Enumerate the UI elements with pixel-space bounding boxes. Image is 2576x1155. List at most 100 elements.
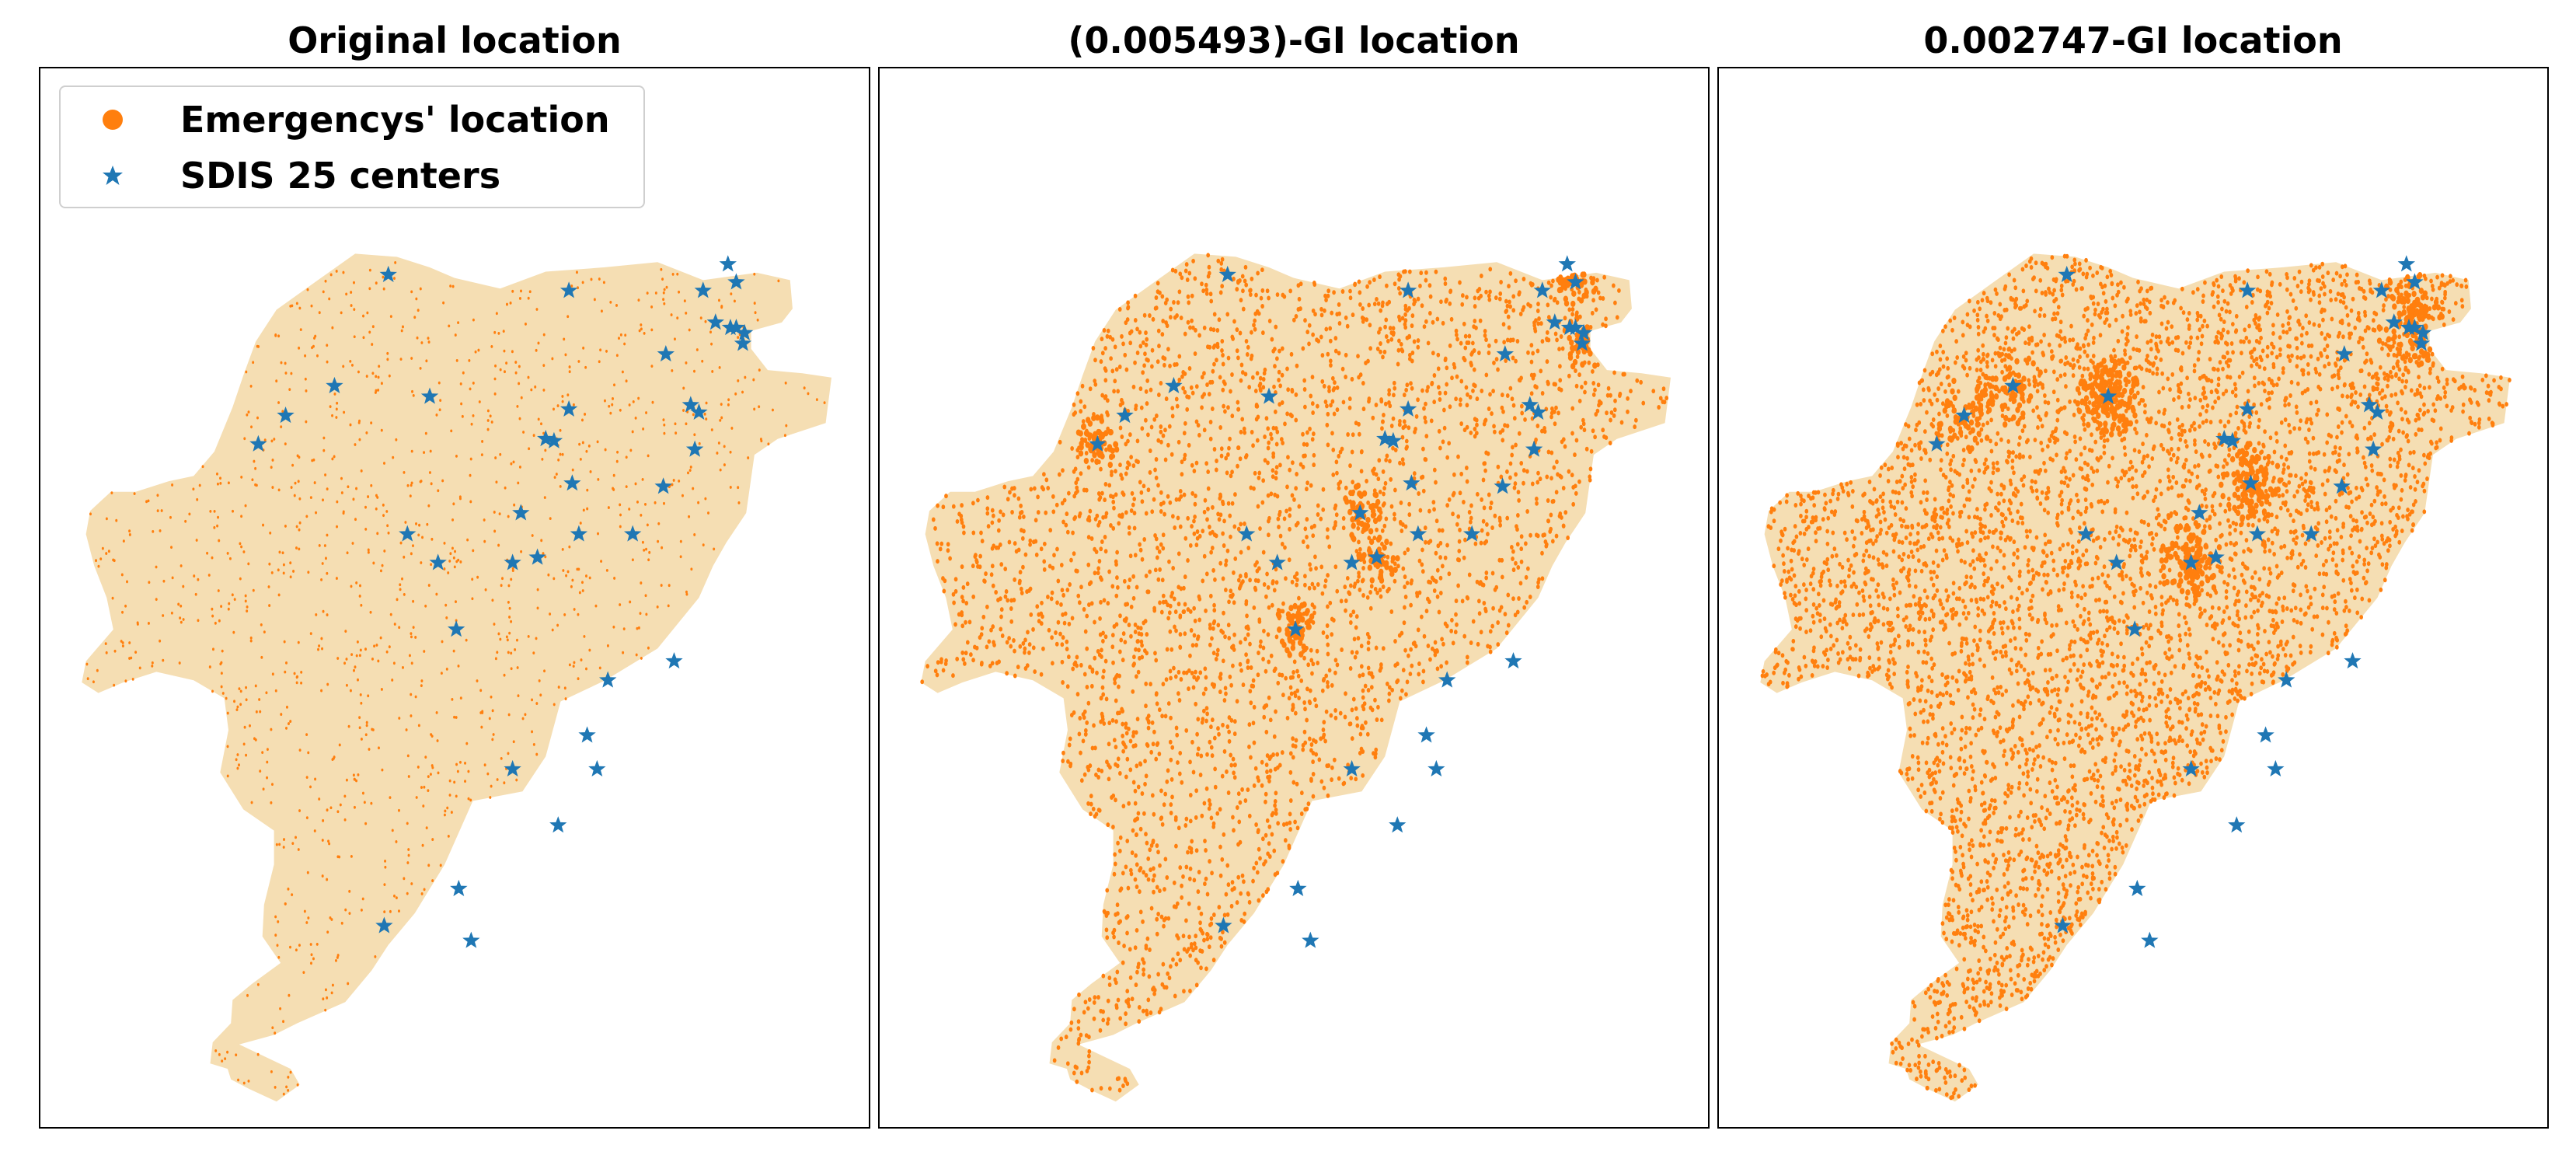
sdis-center-star — [559, 400, 578, 417]
sdis-center-star — [588, 759, 606, 777]
sdis-center-star — [685, 440, 704, 457]
sdis-center-star — [2360, 396, 2379, 413]
sdis-center-star — [2257, 726, 2274, 743]
sdis-center-star — [1567, 273, 1584, 290]
sdis-center-star — [2125, 620, 2144, 637]
map-canvas — [920, 253, 1671, 1102]
sdis-center-star — [1955, 407, 1973, 424]
sdis-center-star — [1533, 281, 1551, 298]
sdis-center-star — [1260, 387, 1278, 404]
sdis-center-star — [2278, 671, 2295, 688]
sdis-center-star — [2107, 553, 2125, 571]
sdis-center-star — [2054, 916, 2072, 933]
legend-label: SDIS 25 centers — [180, 155, 501, 197]
sdis-center-star — [2333, 477, 2351, 494]
sdis-center-star — [1116, 407, 1134, 424]
legend-label: Emergencys' location — [180, 99, 610, 141]
sdis-center-star — [657, 345, 675, 362]
panel-title: 0.002747-GI location — [1923, 19, 2343, 61]
sdis-center-star — [1376, 429, 1394, 447]
sdis-center-star — [1462, 525, 1481, 542]
map-frame — [878, 67, 1710, 1129]
sdis-center-star — [537, 429, 555, 447]
sdis-center-star — [2238, 281, 2257, 298]
sdis-center-star — [1558, 255, 1576, 272]
sdis-center-star — [2412, 334, 2431, 351]
sdis-center-star — [1546, 313, 1563, 330]
legend: Emergencys' location SDIS 25 centers — [59, 85, 645, 208]
sdis-center-star — [2302, 525, 2320, 542]
sdis-center-star — [690, 403, 708, 420]
sdis-center-star — [681, 396, 700, 413]
sdis-center-star — [1089, 434, 1107, 452]
sdis-center-star — [504, 553, 521, 571]
sdis-center-star — [654, 477, 672, 494]
star-marker-icon — [103, 166, 123, 185]
emergency-points — [85, 261, 826, 1096]
sdis-center-star — [563, 474, 581, 491]
map-frame — [1717, 67, 2549, 1129]
sdis-center-star — [1399, 281, 1417, 298]
map-frame — [39, 67, 870, 1129]
sdis-center-star — [2372, 281, 2390, 298]
sdis-center-star — [1343, 553, 1361, 571]
sdis-center-star — [1399, 400, 1417, 417]
sdis-center-star — [420, 387, 439, 404]
sdis-center-star — [734, 334, 752, 351]
sdis-center-star — [2058, 265, 2076, 282]
sdis-center-star — [2099, 387, 2118, 404]
sdis-center-star — [2141, 931, 2159, 948]
sdis-center-star — [1268, 553, 1286, 571]
sdis-center-star — [578, 726, 596, 743]
sdis-center-star — [2406, 318, 2424, 336]
sdis-center-star — [2406, 273, 2424, 290]
sdis-center-star — [1286, 620, 1305, 637]
sdis-center-star — [447, 620, 465, 637]
sdis-center-star — [2207, 548, 2225, 565]
sdis-center-star — [1496, 345, 1515, 362]
sdis-center-star — [719, 255, 737, 272]
sdis-center-star — [1525, 440, 1543, 457]
sdis-center-star — [1384, 431, 1403, 448]
sdis-center-star — [1409, 525, 1427, 542]
sdis-center-star — [379, 265, 397, 282]
sdis-center-star — [2335, 345, 2354, 362]
sdis-center-star — [735, 323, 754, 340]
sdis-center-star — [1567, 318, 1584, 336]
sdis-center-star — [2248, 525, 2267, 542]
sdis-center-star — [1165, 376, 1183, 393]
sdis-center-star — [2238, 400, 2257, 417]
sdis-center-star — [1521, 396, 1539, 413]
sdis-center-star — [1389, 816, 1407, 833]
sdis-center-star — [1573, 334, 1591, 351]
panel-title: Original location — [288, 19, 622, 61]
sdis-center-star — [1368, 548, 1386, 565]
sdis-center-star — [549, 816, 567, 833]
emergency-points — [1760, 253, 2512, 1101]
sdis-center-star — [1427, 759, 1445, 777]
sdis-center-star — [2344, 652, 2362, 669]
sdis-center-star — [1438, 671, 1456, 688]
sdis-center-star — [450, 879, 468, 896]
map-canvas — [82, 253, 832, 1102]
sdis-center-star — [429, 553, 447, 571]
emergency-points — [920, 253, 1669, 1093]
sdis-center-star — [665, 652, 683, 669]
sdis-center-star — [504, 759, 521, 777]
sdis-center-star — [1215, 916, 1232, 933]
sdis-center-star — [2364, 440, 2383, 457]
sdis-center-star — [2242, 474, 2260, 491]
sdis-center-star — [326, 376, 343, 393]
sdis-center-star — [1351, 504, 1369, 521]
sdis-center-star — [2215, 429, 2233, 447]
sdis-center-star — [2004, 376, 2022, 393]
territory-area — [921, 253, 1671, 1102]
sdis-center-star — [2385, 313, 2403, 330]
sdis-center-star — [399, 525, 417, 542]
sdis-center-star — [570, 525, 588, 542]
sdis-center-star — [1504, 652, 1522, 669]
sdis-center-star — [375, 916, 393, 933]
sdis-center-star — [706, 313, 724, 330]
sdis-center-star — [2223, 431, 2242, 448]
panel-title: (0.005493)-GI location — [1068, 19, 1520, 61]
